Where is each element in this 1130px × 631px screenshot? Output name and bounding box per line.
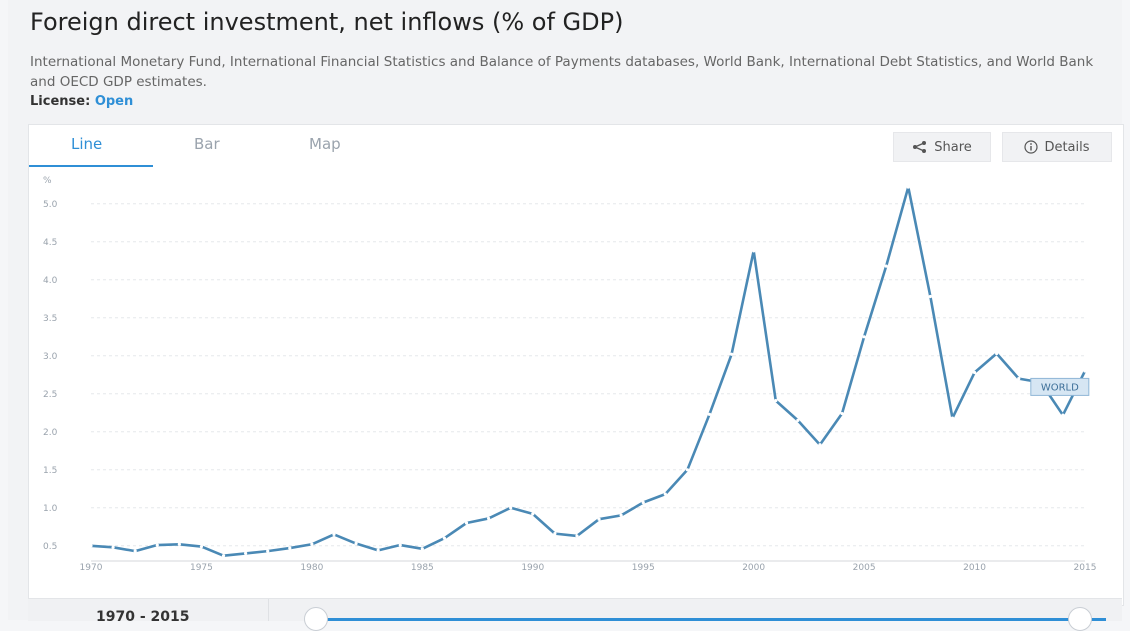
data-point[interactable] <box>354 541 358 546</box>
x-tick-label: 2015 <box>1074 563 1097 573</box>
data-point[interactable] <box>906 185 910 189</box>
x-tick-label: 1975 <box>190 563 213 573</box>
data-point[interactable] <box>641 500 645 505</box>
data-point[interactable] <box>950 416 955 420</box>
data-point[interactable] <box>244 551 248 555</box>
tab-line[interactable]: Line <box>71 135 103 153</box>
license-label: License: <box>30 94 91 109</box>
chart-card: Line Bar Map Share Details 5.0 4.5 4.0 3.5 3… <box>28 124 1124 606</box>
x-tick-label: 1990 <box>521 563 544 573</box>
data-point[interactable] <box>685 468 690 472</box>
share-icon <box>913 141 927 153</box>
data-point[interactable] <box>442 536 447 540</box>
x-tick-label: 1970 <box>80 563 103 573</box>
source-note: International Monetary Fund, Internation… <box>30 54 1094 90</box>
range-divider <box>268 599 269 621</box>
y-tick-label: 1.5 <box>43 466 57 476</box>
range-label: 1970 - 2015 <box>96 609 190 625</box>
series-line[interactable] <box>90 185 1087 557</box>
tab-bar[interactable]: Bar <box>194 135 220 153</box>
y-tick-label: 0.5 <box>43 542 57 552</box>
x-tick-label: 2010 <box>963 563 986 573</box>
data-point[interactable] <box>487 516 491 521</box>
data-point[interactable] <box>995 351 999 356</box>
range-bar: 1970 - 2015 <box>28 598 1122 631</box>
data-point[interactable] <box>133 549 137 553</box>
data-point[interactable] <box>89 544 93 548</box>
gridlines <box>91 203 1085 562</box>
tab-map[interactable]: Map <box>309 135 341 153</box>
y-tick-label: 2.0 <box>43 428 58 438</box>
data-point[interactable] <box>575 534 579 538</box>
x-tick-label: 2000 <box>742 563 765 573</box>
data-point[interactable] <box>177 542 181 546</box>
range-end-handle[interactable] <box>1068 607 1092 631</box>
data-point[interactable] <box>1061 413 1065 417</box>
data-point[interactable] <box>376 548 380 552</box>
page-title: Foreign direct investment, net inflows (… <box>30 8 624 36</box>
data-point[interactable] <box>619 513 623 517</box>
data-point[interactable] <box>111 545 115 549</box>
data-point[interactable] <box>752 249 756 253</box>
data-point[interactable] <box>663 492 667 496</box>
data-point[interactable] <box>774 399 778 403</box>
line-chart: 5.04.54.03.53.02.52.01.51.00.5 1970 1975 1… <box>43 176 1097 573</box>
x-tick-label: 1985 <box>411 563 434 573</box>
data-point[interactable] <box>420 547 424 551</box>
data-point[interactable] <box>531 512 535 516</box>
y-axis-ticks: 5.0 4.5 4.0 3.5 3.0 2.5 2.0 1.5 1.0 0.5 <box>43 200 58 552</box>
license: License: Open <box>30 94 133 109</box>
series-label-box <box>1030 377 1090 396</box>
data-point[interactable] <box>729 352 734 356</box>
series-label: WORLD <box>1041 382 1079 393</box>
info-icon <box>1024 140 1039 154</box>
data-point[interactable] <box>398 543 402 547</box>
data-point[interactable] <box>288 546 292 550</box>
series-world: WORLD <box>89 185 1090 558</box>
data-point[interactable] <box>199 544 204 549</box>
y-tick-label: 1.0 <box>43 504 58 514</box>
data-point[interactable] <box>464 521 469 525</box>
x-tick-label: 1995 <box>632 563 655 573</box>
data-point[interactable] <box>884 264 888 268</box>
y-tick-label: 3.5 <box>43 314 57 324</box>
data-point[interactable] <box>553 532 557 536</box>
data-point[interactable] <box>818 443 822 447</box>
data-point[interactable] <box>972 370 977 375</box>
y-axis-unit-label: % <box>43 176 52 186</box>
details-label: Details <box>1044 139 1090 155</box>
data-point[interactable] <box>796 418 800 422</box>
data-point[interactable] <box>928 294 932 299</box>
data-point[interactable] <box>1017 377 1021 381</box>
y-tick-label: 2.5 <box>43 390 57 400</box>
y-tick-label: 3.0 <box>43 352 58 362</box>
x-tick-label: 1980 <box>300 563 323 573</box>
x-axis-ticks: 1970 1975 1980 1985 1990 1995 2000 2005 2010 2015 <box>80 563 1097 573</box>
data-point[interactable] <box>1083 369 1087 373</box>
y-tick-label: 4.5 <box>43 238 57 248</box>
data-point[interactable] <box>597 517 601 521</box>
range-start-handle[interactable] <box>304 607 328 631</box>
data-point[interactable] <box>266 549 270 553</box>
data-point[interactable] <box>155 543 159 547</box>
data-point[interactable] <box>332 532 336 536</box>
share-button[interactable]: Share <box>893 132 991 162</box>
data-point[interactable] <box>862 335 866 339</box>
y-tick-label: 5.0 <box>43 200 58 210</box>
data-point[interactable] <box>840 411 844 416</box>
active-tab-indicator <box>29 165 153 167</box>
data-point[interactable] <box>509 506 513 510</box>
y-tick-label: 4.0 <box>43 276 58 286</box>
data-point[interactable] <box>310 542 314 546</box>
x-tick-label: 2005 <box>853 563 876 573</box>
data-point[interactable] <box>221 554 226 558</box>
license-link[interactable]: Open <box>94 94 134 109</box>
share-label: Share <box>934 139 972 155</box>
details-button[interactable]: Details <box>1002 132 1112 162</box>
data-point[interactable] <box>707 412 712 416</box>
